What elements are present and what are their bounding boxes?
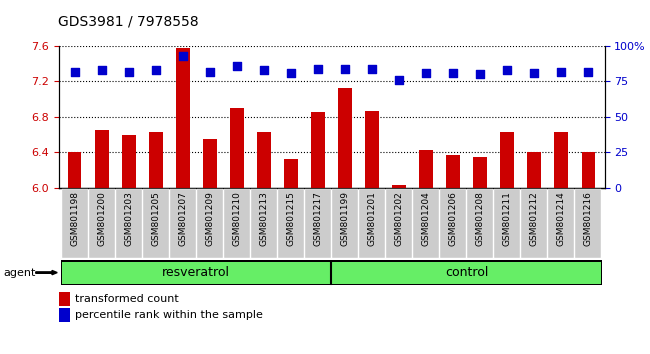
Point <box>583 69 593 74</box>
Bar <box>95 130 109 188</box>
Bar <box>473 157 487 188</box>
Point <box>313 66 323 72</box>
Point <box>124 69 134 74</box>
Point <box>286 70 296 76</box>
Text: GSM801203: GSM801203 <box>124 191 133 246</box>
Point <box>475 72 486 77</box>
Point <box>394 77 404 83</box>
Text: resveratrol: resveratrol <box>162 266 230 279</box>
Point <box>367 66 377 72</box>
Text: GSM801216: GSM801216 <box>584 191 593 246</box>
Point <box>177 53 188 59</box>
Text: GSM801217: GSM801217 <box>313 191 322 246</box>
Bar <box>311 112 325 188</box>
Bar <box>284 159 298 188</box>
Point <box>529 70 539 76</box>
Text: GSM801202: GSM801202 <box>395 191 404 246</box>
Point <box>205 69 215 74</box>
Text: GSM801201: GSM801201 <box>367 191 376 246</box>
Point <box>340 66 350 72</box>
Text: GSM801204: GSM801204 <box>422 191 430 246</box>
Text: percentile rank within the sample: percentile rank within the sample <box>75 310 263 320</box>
Text: agent: agent <box>3 268 36 278</box>
Text: GSM801198: GSM801198 <box>70 191 79 246</box>
Point <box>259 67 269 73</box>
Text: GSM801212: GSM801212 <box>530 191 539 246</box>
Text: GSM801215: GSM801215 <box>287 191 296 246</box>
Text: GSM801207: GSM801207 <box>178 191 187 246</box>
Text: transformed count: transformed count <box>75 294 179 304</box>
Point <box>556 69 566 74</box>
Bar <box>203 139 216 188</box>
Point <box>421 70 432 76</box>
Text: GSM801200: GSM801200 <box>98 191 106 246</box>
Bar <box>582 152 595 188</box>
Text: GSM801209: GSM801209 <box>205 191 214 246</box>
Text: GSM801199: GSM801199 <box>341 191 350 246</box>
Bar <box>149 132 162 188</box>
Bar <box>500 132 514 188</box>
Point <box>97 67 107 73</box>
Text: GDS3981 / 7978558: GDS3981 / 7978558 <box>58 14 199 28</box>
Text: GSM801211: GSM801211 <box>502 191 512 246</box>
Point <box>70 69 80 74</box>
Bar <box>554 132 568 188</box>
Bar <box>419 150 433 188</box>
Text: GSM801210: GSM801210 <box>233 191 241 246</box>
Bar <box>122 135 136 188</box>
Bar <box>338 88 352 188</box>
Bar <box>393 185 406 188</box>
Text: GSM801213: GSM801213 <box>259 191 268 246</box>
Bar <box>257 132 270 188</box>
Text: GSM801214: GSM801214 <box>557 191 566 246</box>
Bar <box>527 152 541 188</box>
Point <box>448 70 458 76</box>
Point <box>502 67 512 73</box>
Bar <box>68 152 81 188</box>
Bar <box>365 110 379 188</box>
Point <box>231 63 242 69</box>
Bar <box>447 155 460 188</box>
Text: GSM801206: GSM801206 <box>448 191 458 246</box>
Point <box>151 67 161 73</box>
Bar <box>176 48 190 188</box>
Bar <box>230 108 244 188</box>
Text: GSM801205: GSM801205 <box>151 191 161 246</box>
Text: GSM801208: GSM801208 <box>476 191 485 246</box>
Text: control: control <box>445 266 488 279</box>
